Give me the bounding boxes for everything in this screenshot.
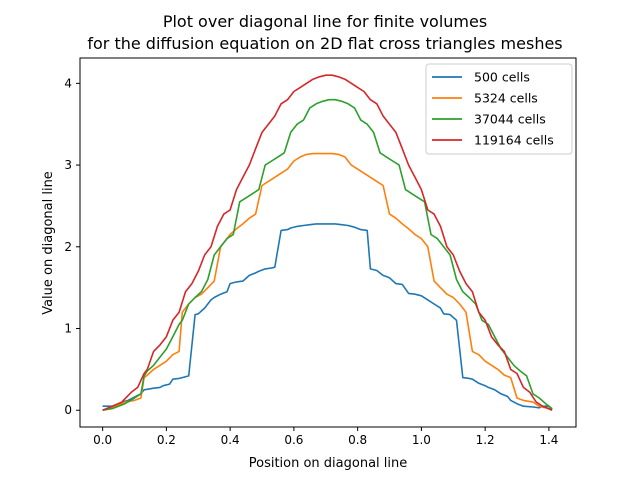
x-tick-label: 0.6 <box>284 433 303 447</box>
y-tick-label: 3 <box>64 158 72 172</box>
x-tick-label: 1.0 <box>412 433 431 447</box>
x-tick-label: 0.4 <box>221 433 240 447</box>
legend: 500 cells 5324 cells 37044 cells 119164 cel… <box>425 63 573 155</box>
legend-frame <box>425 63 573 155</box>
legend-label-0: 500 cells <box>474 70 530 85</box>
legend-label-3: 119164 cells <box>474 133 554 148</box>
x-tick-label: 1.4 <box>539 433 558 447</box>
y-tick-label: 4 <box>64 76 72 90</box>
legend-label-2: 37044 cells <box>474 112 546 127</box>
y-axis-label: Value on diagonal line <box>41 171 56 315</box>
x-tick-label: 0.8 <box>348 433 367 447</box>
plot-frame <box>79 57 577 428</box>
chart-title-line-1: Plot over diagonal line for finite volum… <box>163 12 487 31</box>
series-line-0 <box>102 223 553 410</box>
y-tick-label: 0 <box>64 403 72 417</box>
x-tick-label: 0.0 <box>93 433 112 447</box>
y-axis-ticks: 0 1 2 3 4 <box>64 76 80 417</box>
x-axis-ticks: 0.0 0.2 0.4 0.6 0.8 1.0 1.2 1.4 <box>93 427 558 447</box>
legend-label-1: 5324 cells <box>474 91 538 106</box>
series-line-3 <box>102 74 553 411</box>
x-axis-label: Position on diagonal line <box>249 456 408 471</box>
y-tick-label: 1 <box>64 322 72 336</box>
x-tick-label: 1.2 <box>476 433 495 447</box>
chart-title-line-2: for the diffusion equation on 2D flat cr… <box>87 34 562 53</box>
x-tick-label: 0.2 <box>157 433 176 447</box>
plot-lines <box>102 74 553 411</box>
series-line-1 <box>102 152 553 411</box>
y-tick-label: 2 <box>64 240 72 254</box>
